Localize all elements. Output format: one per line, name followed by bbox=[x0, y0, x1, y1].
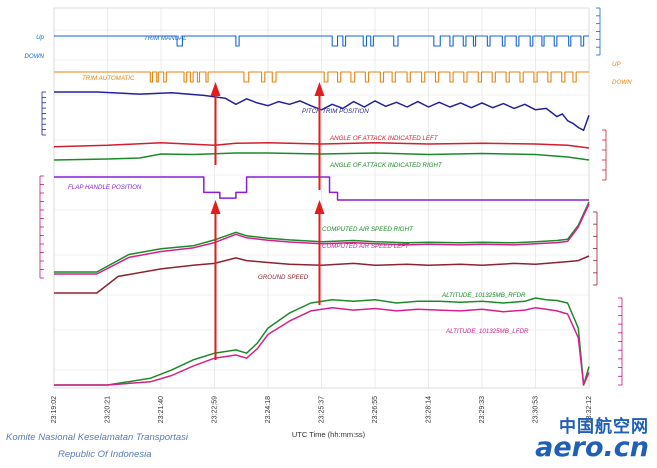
annotation-arrows bbox=[210, 82, 325, 360]
x-tick-label: 23:30:53 bbox=[533, 396, 540, 423]
series-label-altitude-101325mb-lfdr: ALTITUDE_101325MB_LFDR bbox=[445, 328, 529, 335]
series-label-computed-air-speed-left: COMPUTED AIR SPEED LEFT bbox=[322, 243, 410, 250]
x-tick-label: 23:22:59 bbox=[212, 396, 219, 423]
series-line-altitude-101325mb-lfdr bbox=[54, 306, 590, 386]
footer-line-2: Republic Of Indonesia bbox=[58, 449, 152, 460]
series-label-angle-of-attack-indicated-left: ANGLE OF ATTACK INDICATED LEFT bbox=[329, 135, 439, 142]
series-line-altitude-101325mb-rfdr bbox=[54, 297, 590, 386]
x-axis-title: UTC Time (hh:mm:ss) bbox=[291, 430, 366, 439]
series-line-computed-air-speed-right bbox=[54, 201, 590, 273]
x-tick-label: 23:24:18 bbox=[265, 396, 272, 423]
red-arrow-head-upper bbox=[314, 82, 325, 96]
x-tick-label: 23:21:40 bbox=[158, 396, 165, 423]
series-line-trim-automatic bbox=[54, 71, 589, 83]
series-label-computed-air-speed-right: COMPUTED AIR SPEED RIGHT bbox=[322, 226, 414, 233]
watermark-cn: 中国航空网 bbox=[559, 417, 649, 437]
red-arrow-head-lower bbox=[210, 200, 221, 214]
series-labels: Up DOWN UP DOWN TRIM MANUAL TRIM AUTOMATIC PIT… bbox=[24, 34, 632, 335]
series-label-altitude-101325mb-rfdr: ALTITUDE_101325MB_RFDR bbox=[441, 292, 526, 299]
x-tick-label: 23:19:02 bbox=[51, 396, 58, 423]
series-line-angle-of-attack-indicated-left bbox=[53, 141, 590, 149]
x-tick-label: 23:20:21 bbox=[105, 396, 112, 423]
x-tick-label: 23:28:14 bbox=[426, 396, 433, 423]
series-line-trim-manual bbox=[54, 35, 589, 47]
series-line-flap-handle-position bbox=[54, 176, 589, 201]
footer-line-1: Komite Nasional Keselamatan Transportasi bbox=[6, 432, 188, 443]
down-right-label: DOWN bbox=[612, 79, 632, 86]
x-tick-label: 23:26:55 bbox=[372, 396, 379, 423]
red-arrow-head-upper bbox=[210, 82, 221, 96]
series-label-angle-of-attack-indicated-right: ANGLE OF ATTACK INDICATED RIGHT bbox=[329, 162, 443, 169]
up-right-label: UP bbox=[612, 61, 621, 68]
series-line-ground-speed bbox=[54, 255, 590, 294]
red-arrow-head-lower bbox=[314, 200, 325, 214]
x-tick-labels: 23:19:02 23:20:21 23:21:40 23:22:59 23:24:18… bbox=[51, 396, 593, 423]
x-tick-label: 23:25:37 bbox=[319, 396, 326, 423]
watermark-en: aero.cn bbox=[535, 432, 649, 463]
down-left-label: DOWN bbox=[24, 53, 44, 60]
x-tick-label: 23:29:33 bbox=[479, 396, 486, 423]
up-left-label: Up bbox=[36, 34, 44, 41]
x-tick-label: 23:32:12 bbox=[586, 396, 593, 423]
side-scale-bars bbox=[39, 7, 623, 386]
series-label-trim-manual: TRIM MANUAL bbox=[144, 35, 187, 42]
series-line-pitch-trim-position bbox=[54, 91, 590, 132]
series-group bbox=[53, 35, 590, 386]
series-label-pitch-trim-position: PITCH TRIM POSITION bbox=[302, 108, 369, 115]
series-line-angle-of-attack-indicated-right bbox=[53, 152, 590, 161]
series-label-ground-speed: GROUND SPEED bbox=[258, 274, 309, 281]
series-label-flap-handle-position: FLAP HANDLE POSITION bbox=[68, 184, 142, 191]
series-label-trim-automatic: TRIM AUTOMATIC bbox=[82, 75, 135, 82]
series-line-computed-air-speed-left bbox=[54, 203, 590, 275]
aero-watermark: 中国航空网 aero.cn bbox=[535, 412, 649, 461]
